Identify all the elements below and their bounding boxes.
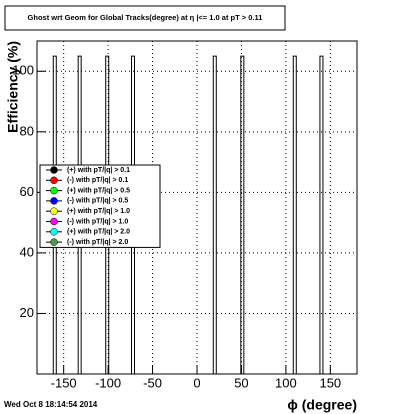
legend-box bbox=[39, 164, 161, 248]
x-tick-label: -150 bbox=[51, 375, 77, 390]
spike bbox=[292, 55, 297, 375]
legend-marker bbox=[50, 207, 58, 215]
legend-label: (+) with pT/|q| > 0.5 bbox=[67, 187, 130, 194]
footer: Wed Oct 8 18:14:54 2014 bbox=[4, 400, 98, 409]
spike bbox=[212, 55, 217, 375]
legend-marker bbox=[50, 238, 58, 246]
legend-marker bbox=[50, 217, 58, 226]
legend-label: (-) with pT/|q| > 0.1 bbox=[67, 177, 128, 184]
chart-title: Ghost wrt Geom for Global Tracks(degree)… bbox=[28, 13, 263, 22]
x-tick-label: 150 bbox=[319, 375, 341, 390]
legend-label: (-) with pT/|q| > 2.0 bbox=[67, 239, 128, 246]
legend-marker bbox=[50, 186, 58, 195]
x-tick-label: 100 bbox=[275, 375, 297, 390]
y-tick-label: 40 bbox=[20, 244, 34, 259]
legend-label: (-) with pT/|q| > 0.5 bbox=[67, 198, 128, 205]
y-tick-label: 80 bbox=[20, 123, 34, 138]
y-tick-label: 100 bbox=[12, 63, 34, 78]
legend-marker bbox=[50, 166, 58, 174]
legend-label: (+) with pT/|q| > 1.0 bbox=[67, 208, 130, 215]
x-tick-label: -50 bbox=[143, 375, 162, 390]
legend-label: (+) with pT/|q| > 0.1 bbox=[67, 167, 130, 174]
x-tick-label: 0 bbox=[193, 375, 200, 390]
y-axis-label: Efficiency (%) bbox=[5, 41, 21, 133]
legend-marker bbox=[50, 197, 58, 205]
legend-marker bbox=[50, 176, 58, 185]
legend-marker bbox=[50, 228, 58, 236]
x-tick-label: 50 bbox=[234, 375, 248, 390]
x-axis-label: ϕ (degree) bbox=[287, 397, 357, 413]
x-tick-label: -100 bbox=[95, 375, 121, 390]
y-tick-label: 60 bbox=[20, 184, 34, 199]
spike bbox=[319, 55, 324, 375]
y-tick-label: 20 bbox=[20, 305, 34, 320]
legend-label: (-) with pT/|q| > 1.0 bbox=[67, 218, 128, 225]
legend-label: (+) with pT/|q| > 2.0 bbox=[67, 229, 130, 236]
spike bbox=[240, 55, 245, 375]
title-box bbox=[4, 5, 286, 31]
